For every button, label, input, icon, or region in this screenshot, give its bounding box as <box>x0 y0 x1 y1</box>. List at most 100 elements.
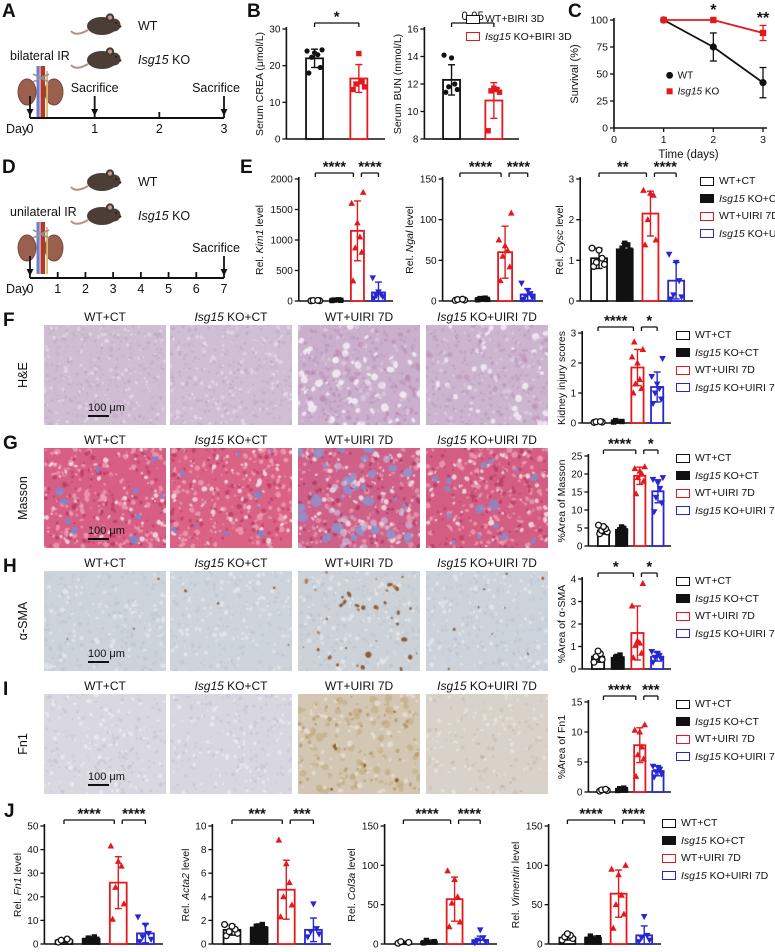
legend-swatch <box>676 383 690 393</box>
data-point <box>595 935 602 941</box>
data-point <box>654 764 662 771</box>
legend-entry: WT+CT <box>662 818 768 829</box>
y-axis-label: %Area of Fn1 <box>556 715 568 779</box>
legend-biri: WT+BIRI 3D Isg15 KO+BIRI 3D <box>466 14 572 42</box>
data-point <box>649 763 657 770</box>
data-point <box>634 637 641 644</box>
data-point <box>619 418 625 425</box>
data-point <box>286 879 293 886</box>
data-point <box>617 527 623 533</box>
data-point <box>654 480 662 487</box>
histology-image <box>426 448 548 548</box>
histology-image <box>170 571 292 671</box>
data-point <box>628 353 636 360</box>
legend-label: Isg15 KO+CT <box>695 592 759 605</box>
legend-label: WT+UIRI 7D <box>695 610 755 622</box>
scale-bar-label: 100 μm <box>88 648 125 660</box>
data-point <box>643 932 651 939</box>
y-axis-label: Kidney injury scores <box>556 331 568 425</box>
y-tick-label: 0 <box>577 542 583 553</box>
data-point <box>225 928 233 936</box>
mouse-nose <box>119 215 122 218</box>
data-point <box>304 48 310 54</box>
legend-groups-h: WT+CT Isg15 KO+CT WT+UIRI 7D Isg15 KO+UIRI … <box>676 576 775 639</box>
data-point <box>640 755 647 762</box>
row-label-wrap: Fn1 <box>14 694 32 794</box>
histology-image <box>426 571 548 671</box>
data-point <box>253 923 259 929</box>
y-tick-label: 0 <box>33 940 39 951</box>
data-point <box>139 934 146 941</box>
y-tick-label: 0 <box>373 940 379 951</box>
y-tick-label: 0 <box>571 665 577 676</box>
data-point <box>423 937 430 944</box>
histology-column-title: WT+UIRI 7D <box>324 433 394 447</box>
data-point <box>678 294 685 301</box>
y-tick-label: 150 <box>362 822 379 833</box>
data-point <box>482 939 489 946</box>
vein <box>36 222 40 274</box>
bar <box>633 474 647 547</box>
legend-groups-e: WT+CT Isg15 KO+CT WT+UIRI 7D Isg15 KO+UIRI … <box>700 176 775 239</box>
data-point <box>759 29 767 37</box>
histology-column-title: Isg15 KO+CT <box>194 310 268 324</box>
data-point <box>496 89 503 95</box>
legend-groups-g: WT+CT Isg15 KO+CT WT+UIRI 7D Isg15 KO+UIRI … <box>676 453 775 516</box>
y-tick-label: 50 <box>596 69 608 81</box>
panel-c: C 0 25 50 75 100 0 1 2 3 Survival (%) Time (days) W… <box>558 0 775 168</box>
data-point <box>641 241 649 248</box>
event-arrow-head <box>26 269 34 276</box>
histology-column-title: Isg15 KO+UIRI 7D <box>437 310 537 324</box>
data-point <box>359 79 365 85</box>
data-point <box>656 386 663 393</box>
mouse-label: Isg15 KO <box>138 209 190 223</box>
data-point <box>588 244 596 252</box>
sig-label: **** <box>507 159 531 176</box>
data-point <box>495 236 503 243</box>
y-tick-label: 25 <box>571 452 583 463</box>
data-point <box>304 934 312 941</box>
legend-label: Isg15 KO+CT <box>695 469 759 482</box>
survival-chart: 0 25 50 75 100 0 1 2 3 Survival (%) Time (days) WT I… <box>569 2 770 161</box>
data-point <box>356 233 364 240</box>
histology-image <box>170 448 292 548</box>
y-tick-label: 10 <box>571 506 583 517</box>
y-tick-label: 0 <box>431 297 437 308</box>
legend-entry: Isg15 KO+CT <box>676 592 775 605</box>
day-number: 6 <box>193 282 200 296</box>
y-axis-label: Rel. Kim1 level <box>254 205 266 275</box>
y-tick-label: 2 <box>569 215 575 226</box>
data-point <box>640 186 647 193</box>
sig-label: **** <box>604 313 628 330</box>
artery <box>40 66 46 118</box>
data-point <box>634 474 642 481</box>
legend-swatch <box>676 506 690 516</box>
data-point <box>709 43 717 51</box>
legend-label: WT+CT <box>719 175 756 187</box>
day-number: 1 <box>54 282 61 296</box>
data-point <box>602 785 610 793</box>
legend-label: WT+CT <box>695 329 732 341</box>
mouse-icon <box>70 47 122 69</box>
data-point <box>641 721 649 728</box>
legend-groups-f: WT+CT Isg15 KO+CT WT+UIRI 7D Isg15 KO+UIRI … <box>676 330 775 393</box>
y-tick-label: 1 <box>571 642 577 653</box>
histology-column-title: Isg15 KO+CT <box>194 679 268 693</box>
legend-label: WT+UIRI 7D <box>681 852 741 864</box>
data-point <box>358 248 366 255</box>
data-point <box>444 867 451 874</box>
data-point <box>584 936 591 942</box>
day-label: Day <box>6 282 29 296</box>
ureter <box>46 227 48 274</box>
data-point <box>638 743 646 750</box>
data-point <box>479 935 487 942</box>
bilateral-ir-schematic: WT Isg15 KO bilateral IR 0 1 2 3 Day Sacrifice Sa… <box>6 13 240 136</box>
event-arrow-head <box>220 269 228 276</box>
panel-f: F H&E WT+CT Isg15 KO+CT WT+UIRI 7D Isg15 KO+U… <box>0 310 775 433</box>
legend-label: Isg15 KO+UIRI 7D <box>695 750 775 763</box>
legend-entry: WT+UIRI 7D <box>662 853 768 864</box>
y-tick-label: 15 <box>571 488 583 499</box>
mouse-nose <box>119 181 122 184</box>
row-label-wrap: α-SMA <box>14 571 32 671</box>
